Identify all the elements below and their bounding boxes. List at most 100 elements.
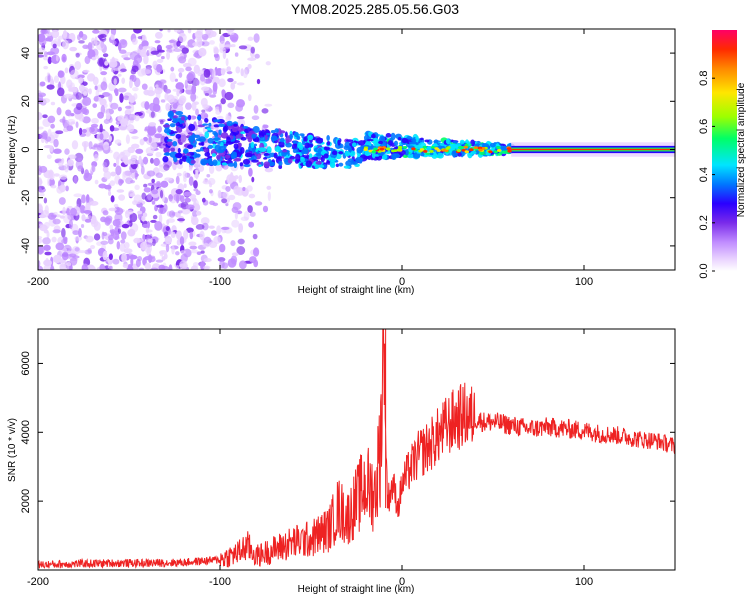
spectrogram-cell — [212, 137, 221, 141]
spectrogram-cell — [187, 144, 194, 150]
spectrogram-cell — [112, 219, 121, 227]
spectrogram-cell — [278, 164, 283, 170]
spectrogram-cell — [177, 148, 181, 154]
spectrogram-cell — [168, 194, 173, 200]
spectrogram-cell — [326, 141, 331, 146]
spectrogram-cell — [175, 188, 183, 195]
spectrogram-cell — [266, 146, 272, 154]
spectrogram-cell — [238, 174, 243, 184]
spectrogram-cell — [114, 89, 119, 97]
spectrogram-cell — [167, 110, 174, 118]
spectrogram-cell — [186, 152, 191, 157]
spectrogram-cell — [226, 66, 232, 72]
spectrogram-cell — [77, 157, 83, 161]
spectrogram-cell — [43, 65, 49, 70]
spectrogram-cell — [419, 137, 424, 141]
spectrogram-cell — [164, 235, 173, 245]
spectrogram-cell — [207, 144, 214, 149]
spectrogram-cell — [208, 225, 215, 229]
spectrogram-cell — [64, 163, 70, 173]
spectrogram-cell — [140, 165, 145, 175]
spectrogram-cell — [90, 37, 96, 47]
colorbar-tick-label: 0.6 — [698, 119, 710, 134]
x-tick-label: 100 — [575, 276, 593, 288]
spectrogram-cell — [126, 253, 134, 259]
spectrogram-cell — [163, 128, 172, 134]
spectrogram-cell — [88, 141, 93, 150]
spectrogram-cell — [143, 54, 149, 65]
snr-plot-area — [38, 329, 675, 570]
spectrogram-y-ticks: -40 -20 0 20 40 — [20, 47, 675, 254]
spectrogram-cell — [91, 164, 95, 173]
spectrogram-cell — [251, 115, 260, 121]
spectrogram-cell — [166, 51, 171, 60]
spectrogram-cell — [179, 158, 183, 165]
spectrogram-cell — [88, 265, 96, 270]
spectrogram-cell — [234, 52, 239, 57]
y-tick-label: 20 — [20, 95, 32, 107]
spectrogram-cell — [247, 36, 254, 42]
spectrogram-cell — [175, 251, 180, 256]
spectrogram-cell — [163, 164, 170, 171]
spectrogram-cell — [43, 197, 48, 204]
spectrogram-cell — [38, 92, 46, 98]
spectrogram-cell — [469, 148, 474, 152]
spectrogram-cell — [221, 198, 228, 204]
spectrogram-cell — [182, 170, 188, 179]
spectrogram-cell — [127, 113, 137, 121]
colorbar-tick-label: 0.0 — [698, 263, 710, 278]
spectrogram-cell — [102, 210, 109, 216]
spectrogram-cell — [46, 51, 56, 56]
spectrogram-cell — [227, 162, 235, 167]
spectrogram-cell — [118, 178, 123, 186]
spectrogram-cell — [253, 247, 260, 257]
spectrogram-cell — [78, 84, 85, 92]
spectrogram-cell — [165, 243, 170, 253]
spectrogram-cell — [473, 146, 479, 150]
spectrogram-cell — [38, 187, 42, 193]
spectrogram-cell — [159, 119, 164, 125]
spectrogram-cell — [73, 193, 83, 198]
spectrogram-cell — [102, 53, 109, 58]
spectrogram-cell — [38, 47, 46, 53]
spectrogram-cell — [139, 51, 148, 58]
spectrogram-cell — [186, 227, 194, 233]
spectrogram-cell — [177, 218, 186, 222]
spectrogram-cell — [167, 141, 174, 147]
spectrogram-cell — [38, 265, 43, 270]
spectrogram-cell — [201, 33, 209, 41]
spectrogram-cell — [125, 134, 131, 145]
spectrogram-cell — [226, 29, 235, 33]
spectrogram-cell — [90, 244, 96, 250]
spectrogram-cell — [262, 205, 269, 213]
spectrogram-cell — [264, 167, 274, 173]
spectrogram-cell — [87, 215, 92, 219]
spectrogram-cell — [437, 152, 444, 159]
spectrogram-cell — [149, 141, 157, 150]
spectrogram-cell — [406, 135, 413, 140]
chart-title: YM08.2025.285.05.56.G03 — [291, 1, 459, 17]
spectrogram-cell — [157, 125, 162, 133]
spectrogram-cell — [155, 172, 163, 179]
spectrogram-cell — [85, 235, 94, 243]
spectrogram-cell — [155, 151, 162, 158]
spectrogram-cell — [258, 132, 265, 139]
spectrogram-cell — [270, 135, 278, 142]
spectrogram-cell — [459, 139, 465, 145]
spectrogram-cell — [315, 137, 324, 144]
spectrogram-cell — [202, 243, 210, 248]
spectrogram-cell — [130, 256, 134, 267]
spectrogram-cell — [150, 111, 155, 118]
spectrogram-cell — [57, 70, 64, 78]
spectrogram-cell — [89, 125, 99, 135]
spectrogram-cell — [133, 237, 141, 244]
spectrogram-cell — [187, 132, 194, 135]
spectrogram-cell — [120, 239, 126, 244]
spectrogram-cell — [213, 119, 221, 123]
spectrogram-cell — [252, 125, 260, 133]
spectrogram-cell — [53, 75, 60, 84]
spectrogram-cell — [371, 151, 376, 159]
spectrogram-cell — [55, 54, 59, 62]
spectrogram-cell — [82, 44, 89, 49]
spectrogram-cell — [82, 69, 90, 73]
